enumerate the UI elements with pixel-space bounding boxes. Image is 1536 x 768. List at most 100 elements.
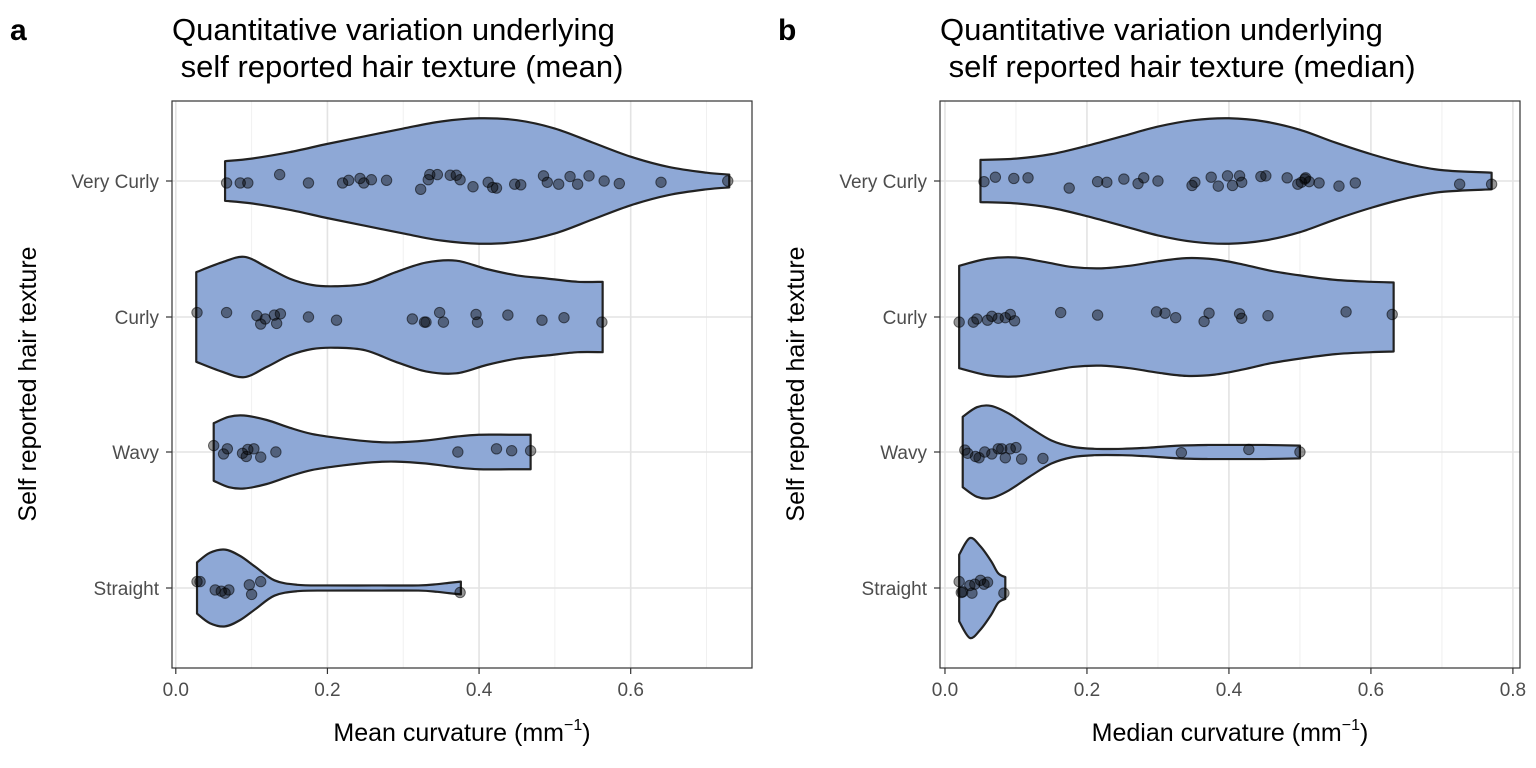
data-point-curly — [270, 317, 283, 330]
data-point-very-curly — [1138, 172, 1150, 184]
data-point-very-curly — [571, 178, 584, 190]
data-point-straight — [255, 575, 267, 588]
data-point-wavy — [524, 445, 537, 457]
data-point-very-curly — [989, 171, 1002, 183]
data-point-curly — [437, 316, 450, 328]
data-point-very-curly — [1063, 182, 1075, 194]
chart-title-line-1: Quantitative variation underlying — [172, 12, 615, 47]
data-point-curly — [420, 316, 432, 328]
x-axis-label-text: Median curvature (mm — [1092, 719, 1342, 747]
data-point-very-curly — [1221, 170, 1234, 182]
data-point-curly — [953, 316, 965, 328]
data-point-curly — [981, 314, 994, 326]
data-point-very-curly — [1008, 172, 1020, 185]
data-point-curly — [1203, 307, 1215, 319]
panel-a: a Quantitative variation underlying self… — [10, 12, 753, 747]
data-point-wavy — [221, 443, 234, 455]
data-point-straight — [454, 586, 466, 599]
data-point-very-curly — [1333, 180, 1345, 192]
data-point-straight — [191, 575, 203, 588]
chart-title-line-2: self reported hair texture (mean) — [172, 49, 623, 84]
data-point-very-curly — [1453, 178, 1466, 190]
data-point-very-curly — [598, 175, 610, 187]
data-point-curly — [1262, 310, 1274, 322]
data-point-wavy — [1294, 446, 1306, 458]
data-point-curly — [1340, 306, 1352, 318]
data-point-wavy — [979, 446, 991, 458]
data-point-curly — [1198, 315, 1210, 328]
x-tick-label: 0.8 — [1500, 680, 1526, 701]
y-axis-ticks: Very Curly Curly Wavy Straight — [839, 172, 940, 600]
chart-title-line-1: Quantitative variation underlying — [940, 12, 1383, 47]
data-point-wavy — [1243, 443, 1255, 456]
data-point-curly — [1054, 306, 1067, 319]
x-axis-label-close: ) — [1360, 719, 1368, 747]
data-point-very-curly — [655, 176, 667, 188]
data-point-very-curly — [336, 177, 349, 189]
data-point-very-curly — [242, 177, 254, 189]
panel-b: b Quantitative variation underlying self… — [778, 12, 1526, 747]
y-tick-label-straight: Straight — [862, 579, 928, 600]
chart-title-line-2: self reported hair texture (median) — [940, 49, 1416, 84]
data-point-straight — [969, 578, 981, 590]
x-tick-label: 0.4 — [1216, 680, 1243, 701]
data-point-curly — [191, 306, 203, 319]
violin-wavy — [961, 404, 1302, 500]
data-point-very-curly — [490, 182, 503, 194]
data-point-curly — [1150, 306, 1163, 318]
violin-curly — [195, 255, 604, 379]
x-tick-label: 0.6 — [617, 680, 643, 701]
data-point-straight — [223, 584, 235, 596]
y-axis-ticks: Very Curly Curly Wavy Straight — [71, 172, 172, 600]
x-tick-label: 0.4 — [466, 680, 493, 701]
data-point-curly — [596, 316, 608, 328]
data-point-straight — [953, 575, 965, 588]
data-point-wavy — [1015, 453, 1028, 465]
data-point-wavy — [1175, 446, 1188, 459]
data-point-very-curly — [450, 169, 463, 181]
data-point-very-curly — [1205, 171, 1217, 183]
data-point-curly — [406, 313, 419, 325]
data-point-curly — [986, 310, 998, 323]
data-point-curly — [1159, 307, 1171, 319]
data-point-very-curly — [220, 177, 233, 189]
x-axis-ticks: 0.0 0.2 0.4 0.6 — [163, 668, 644, 701]
data-point-wavy — [240, 450, 253, 463]
data-point-curly — [1008, 315, 1021, 327]
data-point-straight — [245, 588, 258, 601]
data-point-very-curly — [1091, 175, 1104, 188]
data-point-curly — [1236, 312, 1248, 324]
data-point-very-curly — [1189, 176, 1201, 188]
data-point-very-curly — [552, 178, 565, 190]
data-point-curly — [1169, 311, 1182, 324]
data-point-wavy — [452, 446, 464, 458]
violins — [958, 117, 1493, 640]
data-point-wavy — [207, 439, 220, 452]
data-point-very-curly — [302, 177, 315, 189]
data-point-very-curly — [1485, 178, 1498, 190]
y-axis-label: Self reported hair texture — [14, 246, 42, 521]
x-tick-label: 0.2 — [1074, 680, 1100, 701]
plot-border — [171, 100, 753, 669]
data-point-straight — [243, 579, 256, 591]
data-point-wavy — [270, 446, 282, 458]
violin-wavy — [212, 414, 532, 490]
y-tick-label-wavy: Wavy — [112, 443, 159, 464]
data-point-curly — [471, 316, 484, 328]
data-point-curly — [502, 309, 514, 321]
plot-border — [939, 100, 1521, 669]
violins — [195, 117, 731, 628]
data-point-very-curly — [1101, 176, 1113, 188]
data-point-very-curly — [613, 177, 626, 190]
data-point-curly — [971, 313, 983, 325]
data-point-very-curly — [1118, 173, 1130, 185]
x-tick-label: 0.0 — [932, 680, 958, 701]
jitter-points — [953, 170, 1498, 599]
x-axis-label-text: Mean curvature (mm — [333, 719, 564, 747]
data-point-very-curly — [1260, 170, 1272, 182]
y-tick-label-very-curly: Very Curly — [71, 172, 159, 193]
x-axis-label-superscript: −1 — [564, 717, 582, 734]
data-point-very-curly — [1303, 175, 1315, 188]
